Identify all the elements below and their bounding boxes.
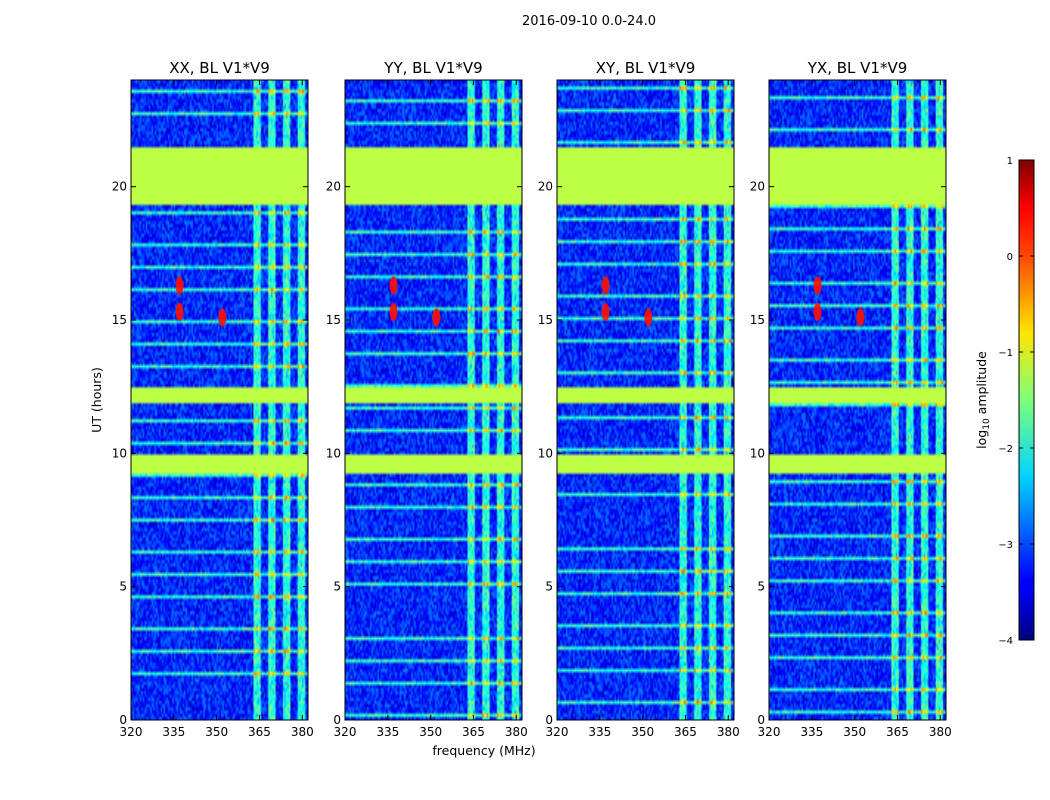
x-tick-label: 335 — [162, 725, 185, 739]
y-tick-label: 5 — [545, 580, 553, 594]
rfi-spot — [644, 308, 653, 327]
x-tick-label: 350 — [419, 725, 442, 739]
rfi-spot — [813, 303, 822, 321]
colorbar-tick-label: −3 — [998, 540, 1013, 551]
y-tick-label: 15 — [326, 313, 341, 327]
colorbar-tick-label: 0 — [1007, 252, 1013, 263]
x-tick-label: 320 — [546, 725, 569, 739]
x-axis-label: frequency (MHz) — [432, 743, 535, 758]
axes-frame — [556, 79, 735, 721]
x-tick-label: 380 — [505, 725, 528, 739]
panel-title: YY, BL V1*V9 — [383, 59, 482, 77]
axes-frame — [344, 79, 523, 721]
colorbar-label-rest: amplitude — [974, 351, 989, 418]
y-tick-label: 15 — [538, 313, 553, 327]
y-axis-label: UT (hours) — [89, 367, 104, 433]
y-tick-label: 0 — [545, 713, 553, 727]
colorbar-label: log10 amplitude — [974, 351, 992, 449]
x-tick-label: 365 — [674, 725, 697, 739]
colorbar-ticks: 1 0 −1 −2 −3 −4 — [998, 156, 1034, 647]
y-tick-label: 5 — [333, 580, 341, 594]
figure-suptitle: 2016-09-10 0.0-24.0 — [522, 14, 656, 29]
y-tick-label: 20 — [538, 180, 553, 194]
heatmap-image — [557, 80, 734, 720]
y-tick-label: 10 — [112, 446, 127, 460]
y-tick-label: 0 — [333, 713, 341, 727]
axes-frame — [768, 79, 947, 721]
colorbar-label-base: log — [974, 430, 989, 449]
x-tick-label: 320 — [334, 725, 357, 739]
colorbar-tick-label: 1 — [1007, 156, 1013, 167]
panel-title: YX, BL V1*V9 — [807, 59, 908, 77]
y-tick-label: 0 — [119, 713, 127, 727]
rfi-spot — [601, 303, 610, 321]
y-tick-label: 20 — [750, 180, 765, 194]
colorbar-gradient — [1018, 159, 1035, 641]
y-tick-label: 15 — [112, 313, 127, 327]
y-tick-label: 0 — [757, 713, 765, 727]
x-tick-label: 350 — [631, 725, 654, 739]
rfi-spot — [218, 308, 227, 327]
heatmap-image — [131, 80, 308, 720]
x-tick-label: 335 — [588, 725, 611, 739]
x-tick-label: 380 — [929, 725, 952, 739]
y-tick-label: 5 — [757, 580, 765, 594]
colorbar-tick-label: −1 — [998, 348, 1013, 359]
x-tick-label: 350 — [205, 725, 228, 739]
panel-title: XX, BL V1*V9 — [169, 59, 270, 77]
panel-1: XX, BL V1*V9 320 335 350 365 380 0 5 10 15 20 — [112, 59, 314, 739]
x-tick-label: 320 — [120, 725, 143, 739]
y-tick-label: 20 — [112, 180, 127, 194]
x-tick-label: 365 — [886, 725, 909, 739]
colorbar: 10−1−2−3−4 log10 amplitude — [974, 156, 1035, 647]
rfi-spot — [813, 276, 822, 295]
rfi-spot — [601, 276, 610, 295]
rfi-spot — [856, 308, 865, 327]
colorbar-tick-label: −4 — [998, 636, 1013, 647]
heatmap-image — [769, 80, 946, 720]
x-tick-label: 335 — [376, 725, 399, 739]
rfi-spot — [389, 303, 398, 321]
colorbar-tick-label: −2 — [998, 444, 1013, 455]
y-tick-label: 15 — [750, 313, 765, 327]
y-tick-label: 10 — [538, 446, 553, 460]
x-tick-label: 350 — [843, 725, 866, 739]
x-tick-label: 365 — [462, 725, 485, 739]
x-tick-label: 320 — [758, 725, 781, 739]
y-tick-label: 20 — [326, 180, 341, 194]
x-tick-label: 365 — [248, 725, 271, 739]
rfi-spot — [175, 303, 184, 321]
y-tick-label: 10 — [750, 446, 765, 460]
axes-frame — [130, 79, 309, 721]
heatmap-image — [345, 80, 522, 720]
y-tick-label: 10 — [326, 446, 341, 460]
rfi-spot — [175, 276, 184, 295]
rfi-spot — [389, 276, 398, 295]
panel-4: YX, BL V1*V9 320 335 350 365 380 0 5 10 15 20 — [750, 59, 952, 739]
x-tick-label: 380 — [717, 725, 740, 739]
panel-3: XY, BL V1*V9 320 335 350 365 380 0 5 10 15 20 — [538, 59, 740, 739]
panel-title: XY, BL V1*V9 — [596, 59, 696, 77]
rfi-spot — [432, 308, 441, 327]
x-tick-label: 380 — [291, 725, 314, 739]
x-tick-label: 335 — [800, 725, 823, 739]
panel-2: YY, BL V1*V9 320 335 350 365 380 0 5 10 15 20 — [326, 59, 528, 739]
colorbar-label-sub: 10 — [982, 418, 992, 430]
y-tick-label: 5 — [119, 580, 127, 594]
